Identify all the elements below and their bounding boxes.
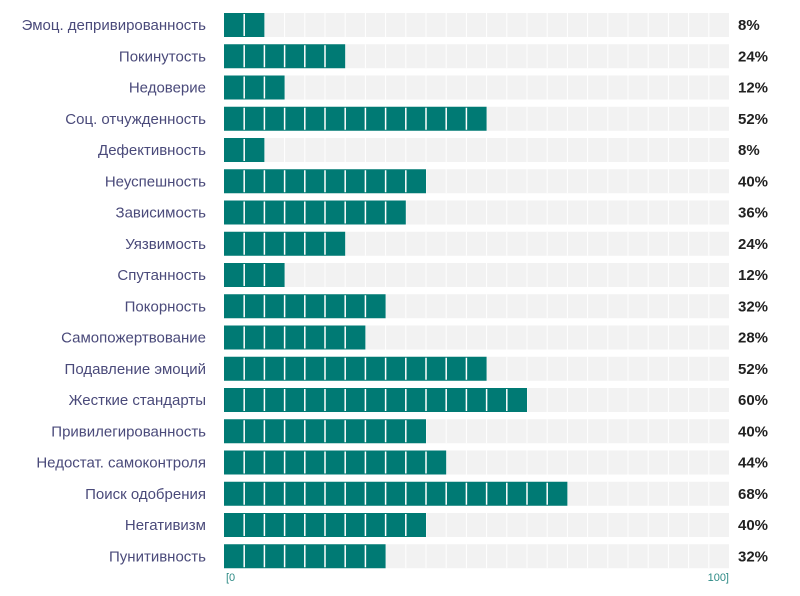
- bar-row: Недоверие 12%: [129, 75, 768, 100]
- category-label: Пунитивность: [109, 548, 206, 565]
- bar-row: Уязвимость 24%: [125, 231, 768, 256]
- bar: [224, 481, 568, 506]
- category-label: Соц. отчужденность: [65, 111, 206, 128]
- category-label: Уязвимость: [125, 236, 206, 253]
- value-label: 40%: [738, 517, 768, 534]
- category-label: Жесткие стандарты: [69, 392, 206, 409]
- category-label: Дефективность: [98, 142, 206, 159]
- bar-row: Покинутость 24%: [119, 44, 768, 69]
- category-label: Эмоц. депривированность: [22, 17, 207, 34]
- bar-row: Спутанность 12%: [117, 263, 768, 287]
- category-label: Поиск одобрения: [85, 486, 206, 503]
- value-label: 32%: [738, 548, 768, 565]
- bar-row: Дефективность 8%: [98, 138, 760, 162]
- bar-row: Покорность 32%: [125, 294, 768, 319]
- bar-track: [224, 138, 729, 162]
- bar-row: Неуспешность 40%: [105, 169, 768, 194]
- category-label: Покинутость: [119, 48, 206, 65]
- bar: [224, 388, 527, 412]
- value-label: 32%: [738, 298, 768, 315]
- bar: [224, 106, 487, 131]
- bar: [224, 356, 487, 381]
- value-label: 24%: [738, 48, 768, 65]
- value-label: 24%: [738, 236, 768, 253]
- category-label: Покорность: [125, 298, 207, 315]
- axis-min-label: [0: [226, 572, 235, 584]
- category-label: Недостат. самоконтроля: [36, 455, 206, 472]
- bar-track: [224, 13, 729, 37]
- value-label: 60%: [738, 392, 768, 409]
- bar-row: Негативизм 40%: [125, 513, 768, 537]
- category-label: Негативизм: [125, 517, 206, 534]
- category-label: Подавление эмоций: [65, 361, 206, 378]
- value-label: 40%: [738, 423, 768, 440]
- value-label: 44%: [738, 455, 768, 472]
- category-label: Неуспешность: [105, 173, 206, 190]
- bar-row: Соц. отчужденность 52%: [65, 106, 768, 131]
- bar-row: Недостат. самоконтроля 44%: [36, 450, 768, 475]
- value-label: 40%: [738, 173, 768, 190]
- value-label: 12%: [738, 267, 768, 284]
- chart-rows: Эмоц. депривированность 8% Покинутость 24% Н…: [22, 13, 768, 569]
- category-label: Привилегированность: [51, 423, 206, 440]
- value-label: 8%: [738, 17, 760, 34]
- bar: [224, 200, 406, 225]
- value-label: 8%: [738, 142, 760, 159]
- bar-row: Жесткие стандарты 60%: [69, 388, 768, 412]
- bar-row: Пунитивность 32%: [109, 544, 768, 569]
- bar-row: Привилегированность 40%: [51, 419, 768, 444]
- value-label: 12%: [738, 80, 768, 97]
- bar-row: Самопожертвование 28%: [61, 325, 768, 350]
- bar-row: Поиск одобрения 68%: [85, 481, 768, 506]
- bar-row: Зависимость 36%: [116, 200, 768, 225]
- value-label: 52%: [738, 361, 768, 378]
- value-label: 52%: [738, 111, 768, 128]
- bar-track: [224, 75, 729, 100]
- category-label: Зависимость: [116, 205, 207, 222]
- bar: [224, 450, 447, 475]
- category-label: Спутанность: [117, 267, 206, 284]
- category-label: Недоверие: [129, 80, 206, 97]
- value-label: 28%: [738, 330, 768, 347]
- bar: [224, 263, 285, 287]
- bar: [224, 325, 366, 350]
- bar: [224, 75, 285, 100]
- axis-max-label: 100]: [708, 572, 729, 584]
- category-label: Самопожертвование: [61, 330, 206, 347]
- bar-row: Подавление эмоций 52%: [65, 356, 768, 381]
- bar-row: Эмоц. депривированность 8%: [22, 13, 760, 37]
- value-label: 36%: [738, 205, 768, 222]
- value-label: 68%: [738, 486, 768, 503]
- bar-track: [224, 263, 729, 287]
